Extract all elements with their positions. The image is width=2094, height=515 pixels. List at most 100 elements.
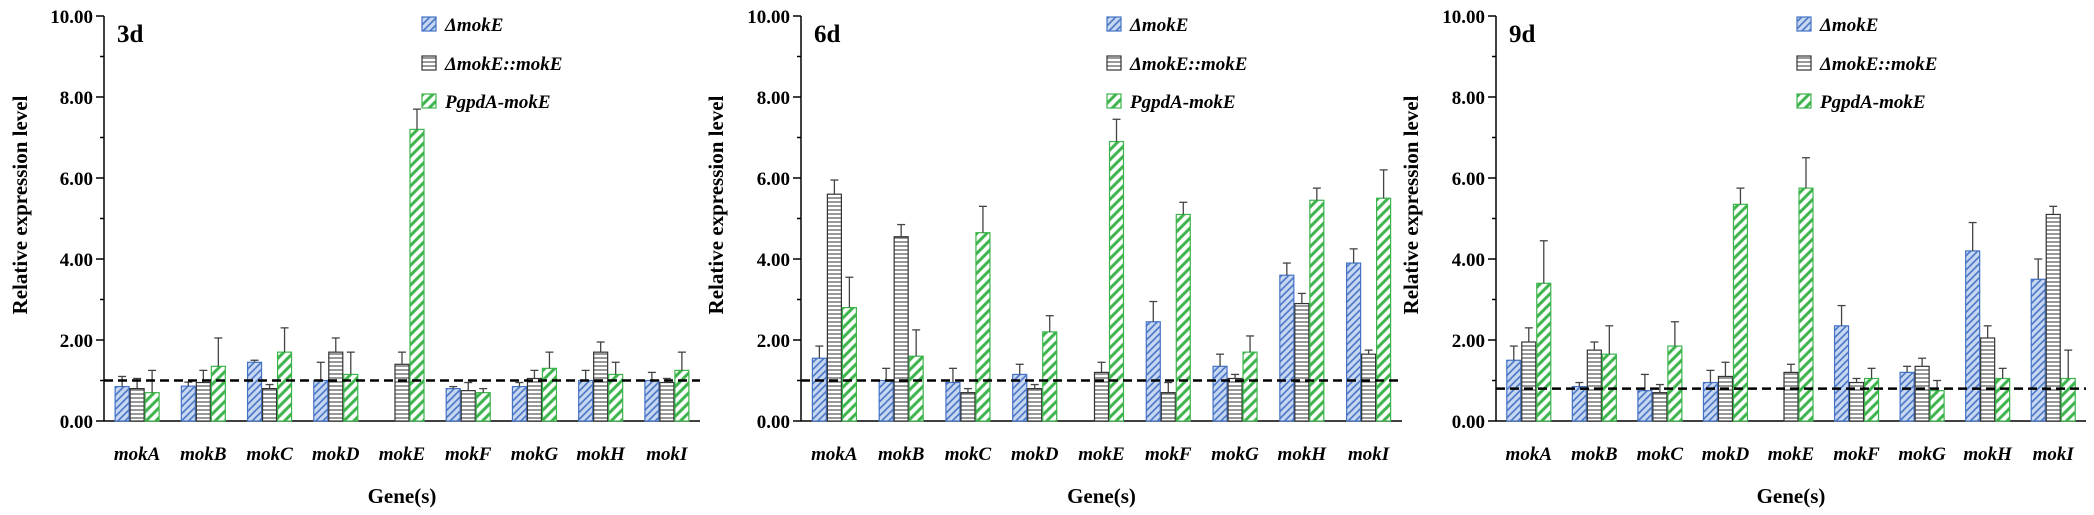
bar-series2-mokC: [960, 392, 976, 422]
legend-swatch: [421, 93, 437, 109]
bar-series3-mokA: [1536, 282, 1552, 422]
bar-series3-mokI: [1376, 197, 1392, 422]
x-tick-label: mokH: [1278, 444, 1328, 465]
bar-series2-mokH: [1294, 302, 1310, 422]
legend-label: PgpdA-mokE: [1819, 92, 1926, 113]
bar-series3-mokA: [144, 392, 160, 422]
y-tick-label: 10.00: [50, 7, 93, 28]
legend-swatch: [421, 55, 437, 71]
bar-series3-mokC: [1667, 345, 1683, 422]
bar-series1-mokI: [1346, 262, 1362, 422]
bar-series1-mokF: [445, 388, 461, 422]
y-tick-label: 0.00: [60, 412, 93, 433]
bar-series1-mokA: [811, 357, 827, 422]
x-tick-label: mokC: [1637, 444, 1684, 465]
legend-swatch: [1106, 93, 1122, 109]
y-tick-label: 2.00: [60, 331, 93, 352]
legend-swatch: [1106, 55, 1122, 71]
bar-series3-mokH: [1309, 199, 1325, 422]
y-tick-label: 4.00: [757, 250, 790, 271]
x-tick-label: mokB: [878, 444, 924, 465]
bar-series2-mokC: [261, 388, 278, 422]
x-tick-label: mokF: [1145, 444, 1192, 465]
panel-label: 6d: [814, 21, 841, 48]
y-axis-title: Relative expression level: [8, 95, 32, 314]
y-tick-label: 8.00: [757, 88, 790, 109]
bar-series1-mokB: [878, 379, 894, 422]
bar-series3-mokE: [1798, 187, 1814, 422]
x-tick-label: mokA: [811, 444, 857, 465]
bar-series2-mokI: [659, 381, 675, 422]
bar-series2-mokH: [1980, 337, 1996, 422]
x-tick-label: mokH: [576, 444, 626, 465]
bar-series1-mokC: [246, 361, 263, 422]
y-tick-label: 2.00: [757, 331, 790, 352]
y-tick-label: 8.00: [1452, 88, 1485, 109]
bar-series1-mokG: [511, 385, 528, 422]
bar-series2-mokG: [1227, 377, 1243, 422]
bar-series3-mokG: [541, 367, 558, 422]
bar-series2-mokH: [593, 351, 609, 422]
bar-series2-mokB: [195, 381, 211, 422]
y-tick-label: 0.00: [1452, 412, 1485, 433]
y-tick-label: 4.00: [60, 250, 93, 271]
bar-series2-mokF: [1160, 392, 1176, 422]
x-tick-label: mokE: [1768, 444, 1814, 465]
bar-series3-mokI: [2060, 377, 2076, 422]
x-tick-label: mokG: [511, 444, 559, 465]
y-tick-label: 2.00: [1452, 331, 1485, 352]
bar-series1-mokI: [2030, 278, 2046, 422]
bar-series3-mokD: [1042, 331, 1058, 422]
bar-series1-mokA: [1506, 359, 1522, 422]
bar-series1-mokI: [644, 379, 660, 422]
bar-series2-mokE: [1783, 371, 1799, 422]
y-tick-label: 6.00: [757, 169, 790, 190]
bar-series2-mokI: [1361, 353, 1377, 422]
bar-series1-mokF: [1145, 321, 1161, 422]
legend-swatch: [1106, 16, 1122, 32]
bar-series2-mokE: [394, 363, 410, 422]
bar-series3-mokG: [1929, 390, 1945, 422]
x-tick-label: mokA: [1506, 444, 1552, 465]
legend-label: ΔmokE: [1129, 15, 1188, 36]
x-tick-label: mokC: [945, 444, 992, 465]
legend-swatch: [1796, 93, 1812, 109]
bar-series1-mokA: [114, 385, 130, 422]
y-tick-label: 8.00: [60, 88, 93, 109]
y-tick-label: 6.00: [1452, 169, 1485, 190]
x-tick-label: mokD: [312, 444, 360, 465]
bar-series1-mokH: [1279, 274, 1295, 422]
x-tick-label: mokG: [1898, 444, 1946, 465]
legend-swatch: [1796, 16, 1812, 32]
x-tick-label: mokE: [379, 444, 425, 465]
chart-panel-6d: 0.00 2.00 4.00 6.00 8.00 10.00 mokA mokB mokC mok…: [704, 7, 1402, 508]
bar-series2-mokB: [1586, 349, 1602, 422]
x-tick-label: mokB: [1571, 444, 1617, 465]
bar-series2-mokD: [1717, 375, 1734, 422]
bar-series3-mokF: [475, 392, 491, 422]
bar-series3-mokF: [1175, 213, 1191, 422]
bar-series2-mokD: [328, 351, 344, 422]
bar-series1-mokG: [1212, 365, 1228, 422]
x-tick-label: mokD: [1702, 444, 1750, 465]
bar-series3-mokI: [674, 369, 690, 422]
legend-label: PgpdA-mokE: [444, 92, 551, 113]
legend-label: ΔmokE::mokE: [444, 54, 562, 75]
x-tick-label: mokH: [1963, 444, 2013, 465]
y-axis-title: Relative expression level: [704, 95, 728, 314]
x-tick-label: mokG: [1211, 444, 1259, 465]
legend-label: ΔmokE: [444, 15, 503, 36]
bar-series3-mokG: [1242, 351, 1258, 422]
bar-series2-mokD: [1027, 388, 1043, 422]
x-tick-label: mokB: [180, 444, 226, 465]
bar-series3-mokF: [1863, 377, 1880, 422]
legend-label: PgpdA-mokE: [1129, 92, 1236, 113]
bar-series2-mokA: [1521, 341, 1537, 422]
bar-series1-mokG: [1899, 371, 1915, 422]
x-tick-label: mokI: [2033, 444, 2075, 465]
bar-series3-mokC: [276, 351, 293, 422]
bar-series1-mokB: [1571, 385, 1587, 422]
